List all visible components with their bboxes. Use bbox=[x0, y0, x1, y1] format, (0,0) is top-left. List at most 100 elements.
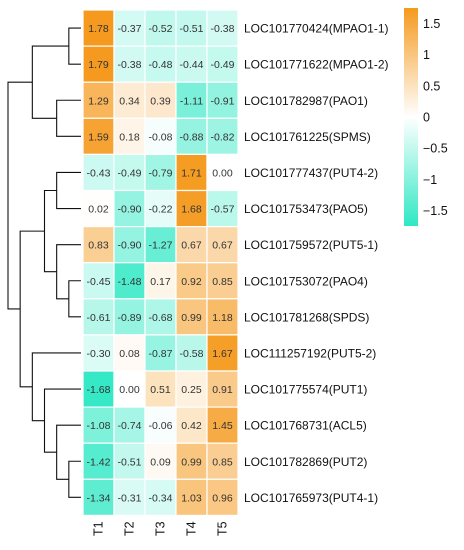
row-label: LOC101782869(PUT2) bbox=[244, 455, 367, 469]
column-label: T3 bbox=[154, 521, 168, 536]
cell-value-label: -0.88 bbox=[180, 131, 204, 143]
cell-value-label: -0.90 bbox=[118, 240, 142, 252]
cell-value-label: 1.67 bbox=[212, 348, 233, 360]
heatmap-cell bbox=[206, 9, 239, 47]
cell-value-label: 1.18 bbox=[212, 312, 233, 324]
cell-value-label: -0.48 bbox=[149, 59, 173, 71]
cell-value-label: -0.89 bbox=[118, 312, 142, 324]
column-labels: T1 T2 T3 T4 T5 bbox=[92, 521, 230, 536]
heatmap-cell bbox=[175, 370, 208, 408]
dendrogram-branch bbox=[43, 388, 81, 453]
row-dendrogram bbox=[7, 27, 81, 498]
dendrogram-branch bbox=[19, 230, 45, 388]
heatmap-cell bbox=[113, 478, 146, 516]
cell-value-label: 0.02 bbox=[88, 204, 109, 216]
cell-value-label: -0.45 bbox=[87, 276, 111, 288]
cell-value-label: 0.99 bbox=[181, 312, 202, 324]
cell-value-label: -0.58 bbox=[180, 348, 204, 360]
row-label: LOC101753473(PAO5) bbox=[244, 202, 368, 216]
heatmap-cell bbox=[144, 406, 177, 444]
row-label: LOC111257192(PUT5-2) bbox=[244, 346, 376, 360]
cell-value-label: 1.71 bbox=[181, 167, 202, 179]
heatmap-cell bbox=[82, 45, 115, 83]
row-labels: LOC101770424(MPAO1-1) LOC101771622(MPAO1-… bbox=[244, 22, 389, 505]
cell-value-label: 0.00 bbox=[212, 167, 233, 179]
cell-value-label: 1.59 bbox=[88, 131, 109, 143]
heatmap-cell bbox=[206, 45, 239, 83]
cell-value-label: 0.85 bbox=[212, 456, 233, 468]
heatmap-cells: 1.78 -0.37 -0.52 -0.51 -0.38 1.79 -0.38 -0.48 -0… bbox=[82, 9, 239, 516]
cell-value-label: -0.87 bbox=[149, 348, 173, 360]
cell-value-label: 0.42 bbox=[181, 420, 202, 432]
cell-value-label: 0.09 bbox=[150, 456, 171, 468]
dendrogram-branch bbox=[56, 171, 81, 210]
dendrogram-branch bbox=[31, 352, 81, 422]
cell-value-label: 0.39 bbox=[150, 95, 171, 107]
cell-value-label: -0.74 bbox=[118, 420, 142, 432]
cell-value-label: -0.38 bbox=[118, 59, 142, 71]
heatmap-cell bbox=[113, 406, 146, 444]
legend-tick-label: −0.5 bbox=[423, 142, 448, 156]
cell-value-label: -0.51 bbox=[118, 456, 142, 468]
row-label: LOC101782987(PAO1) bbox=[244, 94, 368, 108]
dendrogram-branch bbox=[68, 460, 81, 498]
cell-value-label: 1.68 bbox=[181, 204, 202, 216]
heatmap-cell bbox=[175, 153, 208, 192]
cell-value-label: -0.37 bbox=[118, 23, 142, 35]
cell-value-label: -0.79 bbox=[149, 167, 173, 179]
cell-value-label: 0.34 bbox=[119, 95, 140, 107]
dendrogram-branch bbox=[7, 81, 33, 310]
cell-value-label: 0.67 bbox=[212, 240, 233, 252]
cell-value-label: -0.34 bbox=[149, 492, 173, 504]
cell-value-label: 0.91 bbox=[212, 384, 233, 396]
cell-value-label: -0.61 bbox=[87, 312, 111, 324]
legend-tick-label: 1.5 bbox=[423, 17, 440, 31]
column-label: T5 bbox=[216, 521, 230, 536]
cell-value-label: -0.44 bbox=[180, 59, 204, 71]
heatmap-cell bbox=[82, 81, 115, 119]
column-label: T1 bbox=[92, 521, 106, 536]
heatmap-cell bbox=[206, 226, 239, 264]
dendrogram-branch bbox=[68, 280, 81, 318]
cell-value-label: -0.30 bbox=[87, 348, 111, 360]
cell-value-label: -1.68 bbox=[87, 384, 111, 396]
cell-value-label: 0.83 bbox=[88, 240, 109, 252]
cell-value-label: 0.51 bbox=[150, 384, 171, 396]
cell-value-label: -0.90 bbox=[118, 204, 142, 216]
heatmap-cell bbox=[206, 442, 239, 480]
cell-value-label: -0.49 bbox=[118, 167, 142, 179]
cell-value-label: 0.85 bbox=[212, 276, 233, 288]
heatmap-cell bbox=[206, 406, 239, 444]
cell-value-label: -0.38 bbox=[211, 23, 235, 35]
heatmap-cell bbox=[82, 442, 115, 480]
heatmap-cell bbox=[175, 406, 208, 444]
cell-value-label: -0.31 bbox=[118, 492, 142, 504]
cell-value-label: 0.67 bbox=[181, 240, 202, 252]
dendrogram-branch bbox=[56, 99, 81, 137]
cell-value-label: -0.06 bbox=[149, 420, 173, 432]
legend-tick-label: −1 bbox=[423, 173, 437, 187]
row-label: LOC101770424(MPAO1-1) bbox=[244, 22, 389, 36]
heatmap-cell bbox=[144, 9, 177, 47]
cell-value-label: -1.11 bbox=[180, 95, 203, 107]
dendrogram-branch bbox=[56, 424, 81, 480]
cell-value-label: 0.99 bbox=[181, 456, 202, 468]
cell-value-label: -0.68 bbox=[149, 312, 173, 324]
heatmap-cell bbox=[113, 262, 146, 300]
cell-value-label: -0.91 bbox=[211, 95, 235, 107]
heatmap-cell bbox=[175, 478, 208, 516]
column-label: T2 bbox=[123, 521, 137, 536]
cell-value-label: 1.03 bbox=[181, 492, 202, 504]
color-legend-bar bbox=[404, 8, 418, 226]
heatmap-cell bbox=[113, 189, 146, 228]
heatmap-cell bbox=[144, 189, 177, 228]
cell-value-label: 0.92 bbox=[181, 276, 202, 288]
cell-value-label: 0.00 bbox=[119, 384, 140, 396]
row-label: LOC101759572(PUT5-1) bbox=[244, 238, 378, 252]
cell-value-label: -0.49 bbox=[211, 59, 235, 71]
heatmap-cell bbox=[144, 370, 177, 408]
heatmap-cell bbox=[206, 81, 239, 119]
row-label: LOC101765973(PUT4-1) bbox=[244, 491, 378, 505]
cell-value-label: 0.08 bbox=[119, 348, 140, 360]
